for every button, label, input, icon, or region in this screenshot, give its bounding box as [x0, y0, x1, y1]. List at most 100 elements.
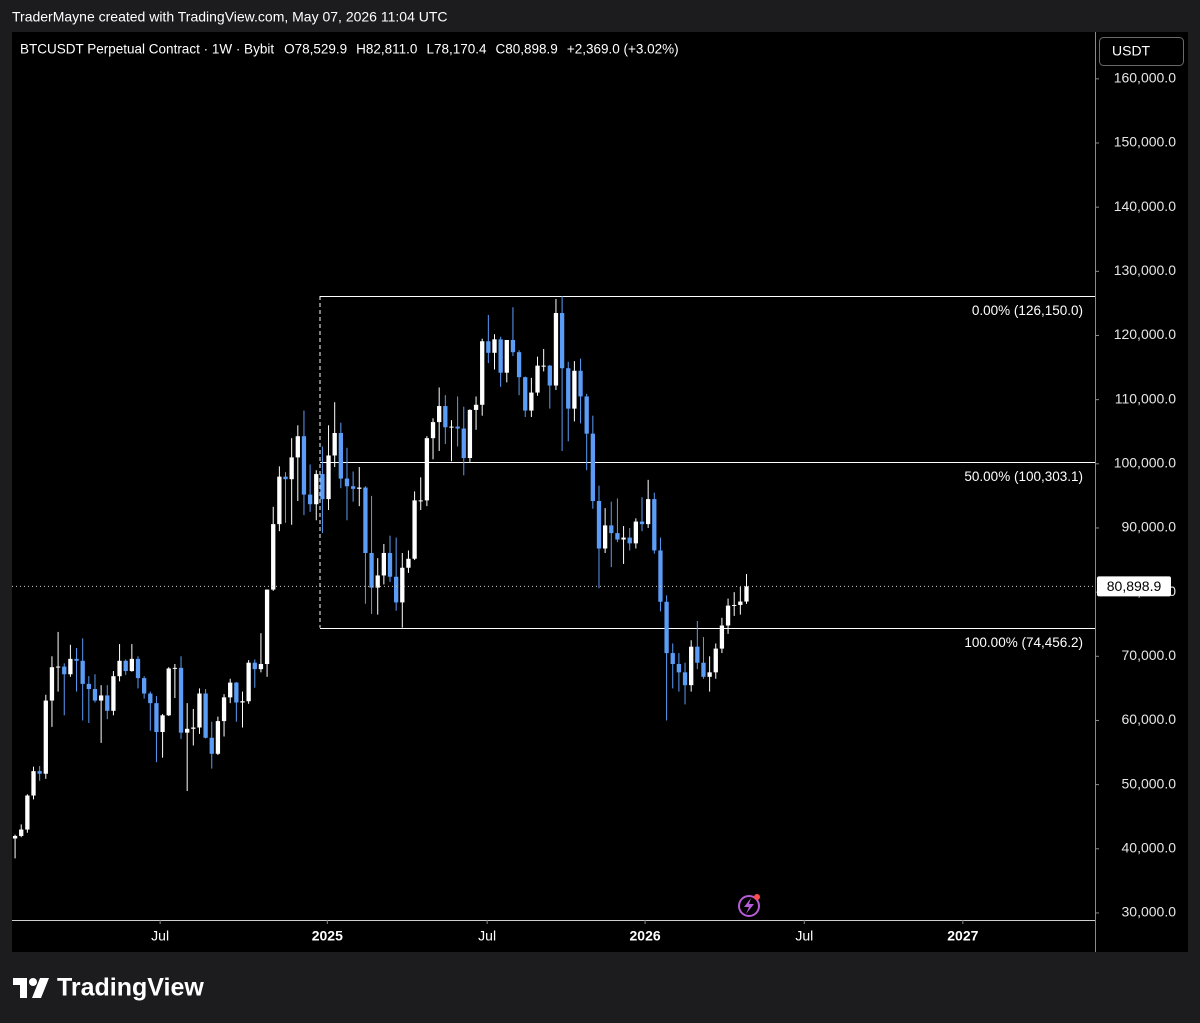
candle-body — [80, 660, 85, 684]
candle-body — [344, 478, 350, 487]
candle-body — [664, 601, 669, 654]
candle-body — [381, 552, 387, 576]
candle-body — [492, 339, 497, 353]
candle-body — [369, 552, 374, 588]
candle-body — [559, 313, 565, 369]
fib-label: 0.00% (126,150.0) — [972, 303, 1083, 318]
candle-body — [209, 737, 214, 754]
candle-body — [357, 487, 362, 489]
last-price-box — [1097, 576, 1171, 597]
candle-body — [375, 575, 380, 588]
candle-body — [74, 658, 79, 661]
candle-body — [646, 499, 651, 525]
alert-icon[interactable] — [738, 894, 760, 917]
candle-body — [203, 693, 208, 738]
candle-body — [166, 668, 171, 716]
candle-body — [363, 487, 368, 553]
y-tick-label: 160,000.0 — [1114, 70, 1176, 86]
candle-body — [578, 370, 583, 397]
candle-body — [129, 658, 135, 672]
candle-body — [566, 368, 571, 409]
candle-body — [338, 433, 343, 479]
logo-part — [29, 978, 37, 986]
alert-dot — [754, 894, 760, 900]
candle-body — [178, 667, 184, 733]
candle-body — [314, 474, 319, 505]
candle-body — [406, 558, 411, 568]
candle-body — [430, 422, 436, 439]
candle-body — [98, 695, 104, 701]
candle-body — [553, 313, 559, 386]
fib-label: 50.00% (100,303.1) — [964, 469, 1083, 484]
candle-body — [609, 525, 614, 534]
y-tick-label: 30,000.0 — [1122, 904, 1177, 920]
y-tick-label: 130,000.0 — [1114, 262, 1176, 278]
candle-body — [160, 715, 165, 733]
candle-body — [467, 409, 473, 459]
currency[interactable]: USDT — [1112, 43, 1151, 59]
candle-body — [424, 438, 430, 501]
candle-body — [596, 501, 602, 549]
y-tick-label: 140,000.0 — [1114, 198, 1176, 214]
candle-body — [228, 682, 233, 698]
candle-body — [535, 365, 540, 393]
x-tick-label: 2027 — [947, 928, 978, 944]
candle-body — [738, 601, 743, 605]
candle-body — [602, 525, 608, 549]
logo-part — [13, 978, 27, 998]
candle-body — [572, 370, 577, 409]
alert-ring — [738, 895, 760, 917]
candle-body — [141, 678, 147, 694]
candle-body — [461, 428, 466, 459]
candle-body — [719, 625, 725, 649]
candle-body — [443, 406, 448, 428]
candle-body — [732, 604, 737, 606]
candle-body — [510, 339, 516, 353]
candle-body — [627, 537, 632, 544]
candle-body — [240, 701, 245, 703]
candle-body — [111, 676, 116, 711]
candle-body — [197, 693, 202, 728]
candle-body — [135, 658, 141, 679]
candle-body — [670, 653, 675, 664]
candle-body — [707, 672, 712, 677]
candle-body — [615, 533, 620, 540]
candle-body — [295, 436, 300, 458]
candle-body — [234, 682, 239, 703]
last-price-label: 80,898.9 — [1107, 578, 1162, 594]
y-tick-label: 90,000.0 — [1122, 519, 1177, 535]
y-tick-label: 120,000.0 — [1114, 326, 1176, 342]
candle-body — [504, 339, 509, 373]
candle-body — [92, 689, 98, 701]
candle-body — [307, 494, 313, 505]
candle-body — [584, 396, 589, 434]
candle-body — [744, 586, 749, 602]
candle-body — [191, 727, 196, 729]
candle-body — [695, 646, 700, 663]
candle-body — [523, 377, 528, 411]
y-tick-label: 70,000.0 — [1122, 647, 1177, 663]
y-tick-label: 60,000.0 — [1122, 711, 1177, 727]
currency-box[interactable] — [1099, 37, 1184, 66]
candle-body — [701, 662, 706, 677]
y-tick-label: 50,000.0 — [1122, 775, 1177, 791]
ohlc-value: C80,898.9 — [496, 42, 558, 57]
candle-body — [148, 693, 153, 704]
y-tick-label: 40,000.0 — [1122, 839, 1177, 855]
candle-body — [541, 365, 546, 367]
brand: TradingView — [57, 974, 204, 1002]
ohlc-value: H82,811.0 — [356, 42, 417, 57]
credit: TraderMayne created with TradingView.com… — [12, 9, 448, 25]
candle-body — [19, 829, 24, 836]
x-tick-label: 2026 — [630, 928, 661, 944]
x-tick-label: Jul — [478, 928, 496, 944]
candle-body — [621, 537, 626, 540]
candle-body — [252, 662, 257, 670]
candle-body — [400, 567, 405, 603]
candle-body — [246, 662, 251, 702]
chart-pane — [12, 32, 1188, 952]
price-change: +2,369.0 (+3.02%) — [567, 42, 679, 57]
alert-bolt — [744, 898, 754, 914]
candle-body — [326, 455, 331, 500]
candle-body — [289, 457, 294, 480]
